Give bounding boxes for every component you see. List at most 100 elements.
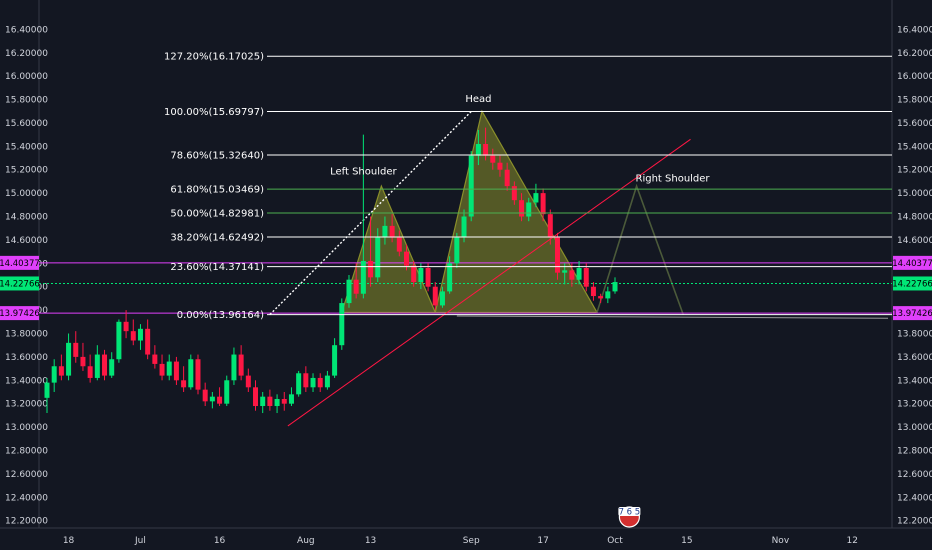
candle-body [411, 265, 417, 283]
left-price-tick: 13.80000 [5, 329, 48, 339]
left-price-tick: 13.20000 [5, 400, 48, 410]
candle-body [195, 359, 201, 390]
candle-body [123, 321, 129, 332]
candle-body [562, 270, 568, 273]
candle-body [339, 303, 345, 346]
pattern-label: Right Shoulder [636, 173, 711, 184]
pattern-label: Left Shoulder [330, 166, 397, 177]
fibonacci-retracement: 127.20%(16.17025) 100.00%(15.69797) 78.60%… [164, 52, 892, 321]
candle-body [583, 267, 589, 287]
left-price-tick: 12.20000 [5, 517, 48, 527]
price-badge [0, 276, 39, 291]
candle-body [590, 286, 596, 297]
right-price-tick: 13.80000 [897, 329, 932, 339]
time-tick: 15 [681, 536, 692, 546]
fib-level-label: 127.20%(16.17025) [164, 52, 264, 63]
candle-body [504, 169, 510, 187]
price-badge-label: 14.22766 [0, 279, 40, 289]
left-price-tick: 13.60000 [5, 353, 48, 363]
candle-body [310, 377, 316, 388]
candle-body [238, 354, 244, 376]
candle-body [382, 225, 388, 238]
fib-level-label: 50.00%(14.82981) [170, 209, 264, 220]
time-tick: 18 [63, 536, 75, 546]
price-badge [0, 306, 39, 321]
price-badge [893, 276, 932, 291]
time-tick: Aug [297, 536, 315, 546]
candle-body [547, 214, 553, 238]
candle-body [418, 267, 424, 283]
right-price-tick: 15.80000 [897, 96, 932, 106]
right-price-tick: 15.40000 [897, 142, 932, 152]
right-price-tick: 12.80000 [897, 446, 932, 456]
candle-body [454, 237, 460, 264]
candle-body [461, 216, 467, 238]
event-badge-label: 7 6 5 [619, 508, 641, 518]
price-badge [0, 255, 39, 270]
candle-body [576, 267, 582, 280]
candle-body [526, 202, 532, 217]
right-price-tick: 12.20000 [897, 517, 932, 527]
right-shoulder-projection [596, 183, 685, 316]
left-price-tick: 15.60000 [5, 119, 48, 129]
time-tick: Nov [772, 536, 790, 546]
right-price-tick: 15.60000 [897, 119, 932, 129]
candle-body [375, 237, 381, 278]
candle-body [490, 155, 496, 163]
fib-level-label: 0.00%(13.96164) [177, 310, 264, 321]
fib-level-label: 100.00%(15.69797) [164, 107, 264, 118]
fib-level-label: 61.80%(15.03469) [170, 185, 264, 196]
price-badge-label: 14.40377 [892, 259, 932, 269]
candle-body [94, 354, 100, 378]
candle-body [475, 143, 481, 156]
candle-body [447, 263, 453, 292]
right-price-tick: 13.40000 [897, 376, 932, 386]
candle-body [554, 237, 560, 273]
candle-body [102, 354, 108, 376]
price-badges: 14.40377 14.22766 13.97426 14.40377 14.22766… [0, 255, 932, 321]
fib-level-label: 23.60%(14.37141) [170, 262, 264, 273]
event-badge[interactable]: 7 6 5 [618, 506, 641, 528]
candle-body [109, 359, 115, 376]
candle-body [209, 396, 215, 402]
left-price-tick: 16.00000 [5, 72, 48, 82]
candle-body [360, 260, 366, 294]
candle-body [253, 387, 259, 407]
candle-body [80, 356, 86, 367]
candle-body [332, 345, 338, 376]
candle-body [612, 282, 618, 292]
price-badge-label: 13.97426 [892, 309, 932, 319]
left-price-tick: 16.20000 [5, 49, 48, 59]
left-price-tick: 14.60000 [5, 236, 48, 246]
left-price-tick: 15.80000 [5, 96, 48, 106]
pattern-label: Head [465, 94, 491, 105]
time-tick: Sep [463, 536, 480, 546]
candle-body [468, 155, 474, 217]
right-price-tick: 12.60000 [897, 470, 932, 480]
price-badge-label: 14.22766 [892, 279, 932, 289]
candle-body [303, 373, 309, 388]
candle-body [353, 279, 359, 294]
candle-body [288, 394, 294, 404]
candle-body [324, 375, 330, 388]
left-price-tick: 13.00000 [5, 423, 48, 433]
candle-body [44, 382, 50, 398]
left-price-tick: 12.80000 [5, 446, 48, 456]
candle-body [274, 399, 280, 407]
left-price-tick: 15.00000 [5, 189, 48, 199]
time-tick: Jul [134, 536, 146, 546]
candle-body [317, 377, 323, 388]
candle-body [73, 342, 79, 357]
left-price-tick: 13.40000 [5, 376, 48, 386]
candle-body [605, 291, 611, 299]
candle-body [130, 331, 136, 341]
candle-body [87, 366, 93, 378]
candle-body [533, 193, 539, 203]
candle-body [497, 162, 503, 170]
candle-body [540, 193, 546, 215]
candle-body [116, 321, 122, 360]
price-badge [893, 255, 932, 270]
neckline-extension [456, 315, 889, 319]
candle-body [173, 361, 179, 381]
